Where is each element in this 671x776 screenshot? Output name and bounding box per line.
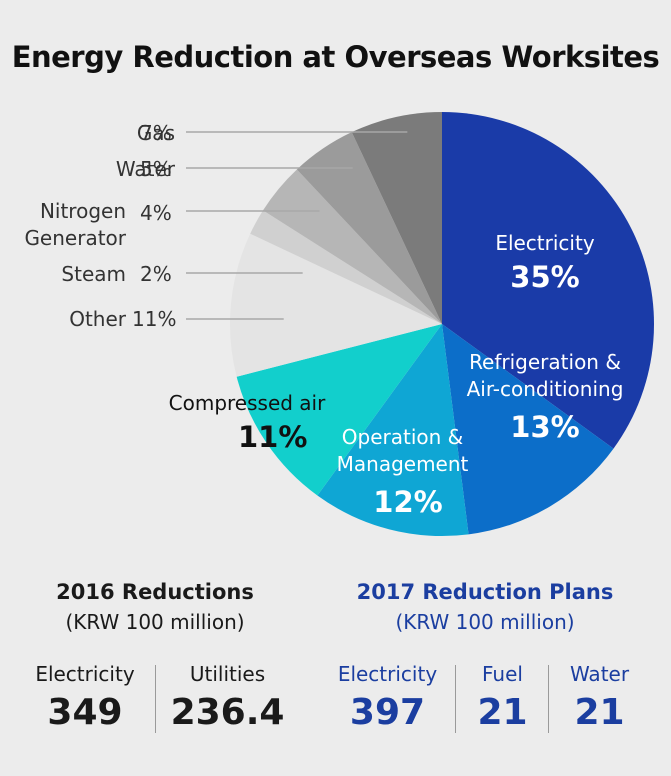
- label-electricity-pct: 35%: [510, 260, 580, 294]
- label-opm-line1: Operation &: [341, 425, 464, 449]
- label-gas-name: Gas: [136, 121, 175, 145]
- label-nitrogen-line2: Generator: [24, 226, 126, 250]
- pie-slice-water: [296, 132, 442, 324]
- label-water-pct: 5%: [140, 157, 172, 181]
- pie-slice-other: [230, 233, 442, 377]
- label-compressed-name: Compressed air: [168, 391, 326, 415]
- pie-slice-refrigeration-air-conditioning: [442, 324, 614, 535]
- label-electricity-name: Electricity: [495, 231, 595, 255]
- label-other-name: Other: [69, 307, 126, 331]
- stats-2016-electricity-value: 349: [47, 692, 123, 733]
- stats-2017-fuel-label: Fuel: [482, 662, 523, 686]
- pie-slice-compressed-air: [236, 324, 442, 496]
- pie-slice-electricity: [442, 112, 654, 449]
- label-gas-pct: 7%: [140, 121, 172, 145]
- chart-title: Energy Reduction at Overseas Worksites: [11, 40, 660, 74]
- stats-2017-water-label: Water: [569, 662, 630, 686]
- stats-2017-electricity-value: 397: [349, 692, 426, 733]
- label-opm-pct: 12%: [373, 485, 443, 519]
- stats-2016-title: 2016 Reductions: [56, 580, 254, 604]
- label-other-pct: 11%: [132, 307, 177, 331]
- label-steam-name: Steam: [61, 262, 126, 286]
- label-refrig-pct: 13%: [510, 410, 580, 444]
- label-opm-line2: Management: [336, 452, 469, 476]
- stats-2016-electricity-label: Electricity: [35, 662, 135, 686]
- label-compressed-pct: 11%: [238, 420, 308, 454]
- pie-slice-operation-management: [317, 324, 469, 536]
- stats-2016-unit: (KRW 100 million): [65, 610, 245, 634]
- pie-slice-nitrogen-generator: [263, 169, 442, 324]
- pie-slice-steam: [250, 210, 442, 324]
- stats-divider: [548, 665, 549, 733]
- label-steam-pct: 2%: [140, 262, 172, 286]
- label-nitrogen-pct: 4%: [140, 201, 172, 225]
- stats-divider: [155, 665, 156, 733]
- pie-slice-gas: [351, 112, 442, 324]
- stats-2017-fuel-value: 21: [477, 692, 528, 733]
- label-nitrogen-line1: Nitrogen: [39, 199, 126, 223]
- stats-2017-water-value: 21: [574, 692, 625, 733]
- stats-2017-electricity-label: Electricity: [337, 662, 438, 686]
- stats-2016-utilities-value: 236.4: [170, 692, 285, 733]
- stats-divider: [455, 665, 456, 733]
- label-refrig-line2: Air-conditioning: [466, 377, 624, 401]
- stats-2017-title: 2017 Reduction Plans: [356, 580, 614, 604]
- stats-2016-utilities-label: Utilities: [189, 662, 266, 686]
- label-water-name: Water: [115, 157, 175, 181]
- stats-2017-unit: (KRW 100 million): [395, 610, 575, 634]
- label-refrig-line1: Refrigeration &: [469, 350, 621, 374]
